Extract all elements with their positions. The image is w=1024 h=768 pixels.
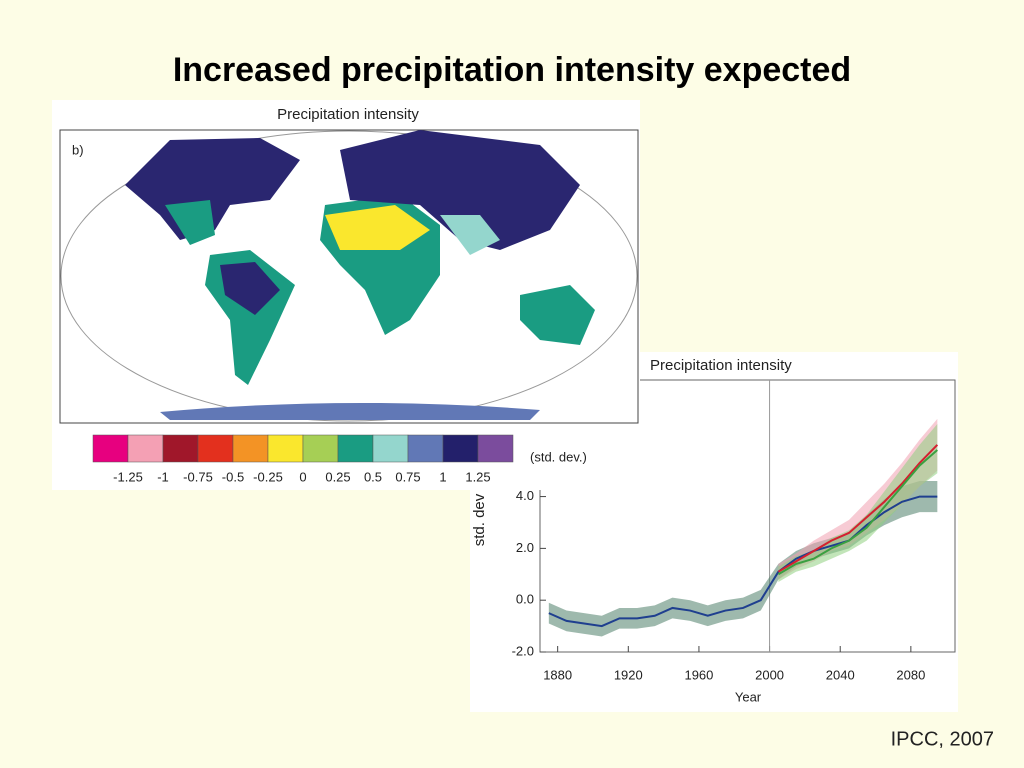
series-line (777, 449, 939, 576)
y-tick-label: 2.0 (516, 540, 534, 555)
x-tick-label: 1960 (684, 667, 713, 682)
colorbar-swatch (127, 434, 164, 463)
colorbar-label: 0.75 (395, 469, 420, 484)
colorbar-swatch (372, 434, 409, 463)
north-america (125, 138, 300, 240)
colorbar: -1.25 -1 -0.75 -0.5 -0.25 0 0.25 0.5 0.75 1 1.25 (92, 434, 514, 484)
x-axis-label: Year (735, 689, 762, 704)
x-tick-label: 2080 (896, 667, 925, 682)
australia (520, 285, 595, 345)
colorbar-label: -1.25 (113, 469, 143, 484)
y-tick-label: 4.0 (516, 488, 534, 503)
colorbar-label: 0.5 (364, 469, 382, 484)
colorbar-swatch (162, 434, 199, 463)
map-title: Precipitation intensity (277, 106, 419, 123)
map-outline (60, 130, 638, 422)
colorbar-label: 0.25 (325, 469, 350, 484)
colorbar-swatch (197, 434, 234, 463)
colorbar-swatch (442, 434, 479, 463)
plot-frame (539, 379, 956, 653)
uncertainty-band (778, 424, 938, 583)
x-tick-label: 2040 (826, 667, 855, 682)
colorbar-swatch (477, 434, 514, 463)
colorbar-label: 1 (439, 469, 446, 484)
map-panel-label: b) (72, 142, 84, 157)
source: IPCC, 2007 (891, 728, 994, 750)
south-america-core (220, 262, 280, 315)
antarctica (160, 402, 540, 420)
eurasia (340, 130, 580, 250)
colorbar-unit: (std. dev.) (530, 449, 587, 464)
series-line (777, 444, 939, 573)
y-tick-label: 0.0 (516, 592, 534, 607)
x-tick-label: 1880 (543, 667, 572, 682)
colorbar-swatch (302, 434, 339, 463)
colorbar-label: -0.25 (253, 469, 283, 484)
colorbar-label: 1.25 (465, 469, 490, 484)
colorbar-label: -0.5 (222, 469, 244, 484)
colorbar-swatch (337, 434, 374, 463)
x-tick-label: 2000 (755, 667, 784, 682)
colorbar-label: -0.75 (183, 469, 213, 484)
x-tick-label: 1920 (614, 667, 643, 682)
y-axis-label: std. dev (471, 493, 488, 546)
colorbar-swatch (232, 434, 269, 463)
colorbar-label: -1 (157, 469, 169, 484)
south-asia (440, 215, 500, 255)
colorbar-swatch (407, 434, 444, 463)
colorbar-swatch (92, 434, 129, 463)
map-panel: Precipitation intensity b) -1.25 -1 -0.75-… (52, 100, 640, 490)
slide-title: Increased precipitation intensity expect… (173, 51, 851, 89)
y-tick-label: -2.0 (512, 643, 534, 658)
colorbar-swatch (267, 434, 304, 463)
uncertainty-band (778, 418, 938, 580)
sahara (325, 205, 430, 250)
north-america-south (165, 200, 215, 245)
colorbar-label: 0 (299, 469, 306, 484)
chart-title: Precipitation intensity (650, 357, 792, 374)
